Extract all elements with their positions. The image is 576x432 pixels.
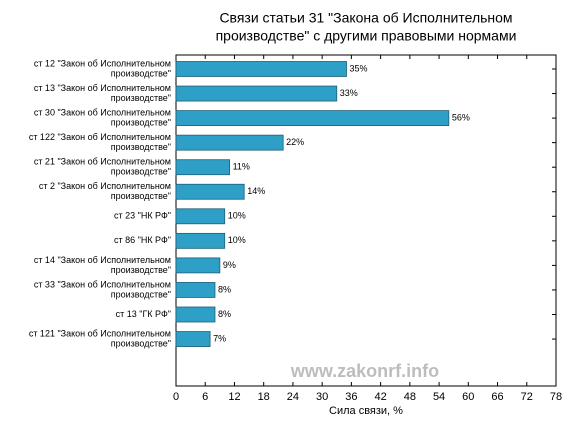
value-label: 11% [233, 162, 250, 172]
y-tick-label: ст 13 "ГК РФ" [116, 309, 171, 319]
y-tick-label: ст 122 "Закон об Исполнительном [29, 132, 171, 142]
value-label: 22% [286, 137, 304, 147]
x-tick-label: 66 [491, 391, 503, 403]
y-tick-label: производстве" [111, 68, 171, 78]
x-tick-label: 0 [173, 391, 179, 403]
bar [175, 306, 216, 323]
y-tick-label: ст 21 "Закон об Исполнительном [34, 157, 171, 167]
bar [175, 61, 347, 77]
bar [175, 85, 338, 102]
y-tick-label: производстве" [111, 265, 171, 275]
x-tick-label: 72 [521, 391, 533, 403]
bar [175, 232, 226, 249]
x-tick-label: 54 [433, 391, 445, 403]
value-label: 9% [223, 260, 236, 270]
x-tick-label: 18 [258, 391, 270, 403]
y-tick-label: производстве" [111, 338, 171, 348]
value-label: 8% [218, 284, 231, 294]
x-axis-label: Сила связи, % [329, 405, 403, 417]
y-tick-label: производстве" [111, 167, 171, 177]
chart-title: Связи статьи 31 "Закона об Исполнительно… [219, 10, 512, 26]
value-label: 7% [213, 333, 226, 343]
bar [175, 208, 226, 225]
y-tick-label: ст 13 "Закон об Исполнительном [34, 83, 171, 93]
y-tick-label: ст 121 "Закон об Исполнительном [29, 328, 171, 338]
x-tick-label: 42 [374, 391, 386, 403]
bar [175, 110, 450, 126]
y-tick-label: ст 86 "НК РФ" [114, 235, 171, 245]
y-tick-label: ст 2 "Закон об Исполнительном [39, 181, 171, 191]
x-tick-label: 12 [228, 391, 240, 403]
y-tick-label: ст 12 "Закон об Исполнительном [34, 58, 171, 68]
bar [175, 331, 211, 347]
bar [175, 159, 230, 176]
value-label: 35% [350, 63, 368, 73]
x-tick-label: 60 [462, 391, 474, 403]
x-tick-label: 24 [287, 391, 299, 403]
chart-title: производстве" с другими правовыми нормам… [216, 28, 517, 44]
bar [175, 183, 245, 200]
value-label: 56% [452, 112, 470, 122]
value-label: 8% [218, 309, 231, 319]
y-tick-label: ст 33 "Закон об Исполнительном [34, 279, 171, 289]
y-tick-label: ст 14 "Закон об Исполнительном [34, 255, 171, 265]
value-label: 33% [340, 88, 358, 98]
y-tick-label: ст 30 "Закон об Исполнительном [34, 107, 171, 117]
value-label: 10% [228, 211, 246, 221]
bar [175, 134, 284, 151]
x-tick-label: 48 [404, 391, 416, 403]
y-tick-label: производстве" [111, 289, 171, 299]
watermark: www.zakonrf.info [290, 361, 439, 381]
y-tick-label: производстве" [111, 117, 171, 127]
x-tick-label: 78 [550, 391, 562, 403]
x-tick-label: 36 [345, 391, 357, 403]
bar [175, 282, 216, 298]
y-tick-label: производстве" [111, 93, 171, 103]
value-label: 14% [247, 186, 265, 196]
y-tick-label: ст 23 "НК РФ" [114, 211, 171, 221]
x-tick-label: 6 [202, 391, 208, 403]
y-tick-label: производстве" [111, 191, 171, 201]
value-label: 10% [228, 235, 246, 245]
y-tick-label: производстве" [111, 142, 171, 152]
bar [175, 257, 221, 274]
x-tick-label: 30 [316, 391, 328, 403]
